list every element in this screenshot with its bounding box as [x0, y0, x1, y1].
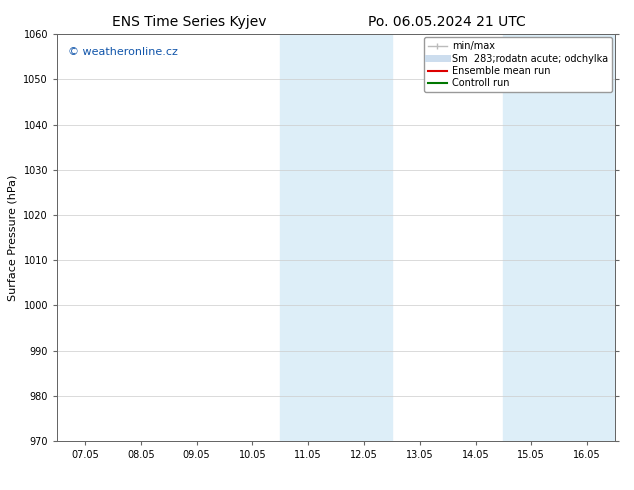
Legend: min/max, Sm  283;rodatn acute; odchylka, Ensemble mean run, Controll run: min/max, Sm 283;rodatn acute; odchylka, … [424, 37, 612, 92]
Bar [503, 34, 615, 441]
Bar [280, 34, 392, 441]
Text: © weatheronline.cz: © weatheronline.cz [68, 47, 178, 56]
Text: Po. 06.05.2024 21 UTC: Po. 06.05.2024 21 UTC [368, 15, 526, 29]
Y-axis label: Surface Pressure (hPa): Surface Pressure (hPa) [8, 174, 18, 301]
Text: ENS Time Series Kyjev: ENS Time Series Kyjev [112, 15, 266, 29]
